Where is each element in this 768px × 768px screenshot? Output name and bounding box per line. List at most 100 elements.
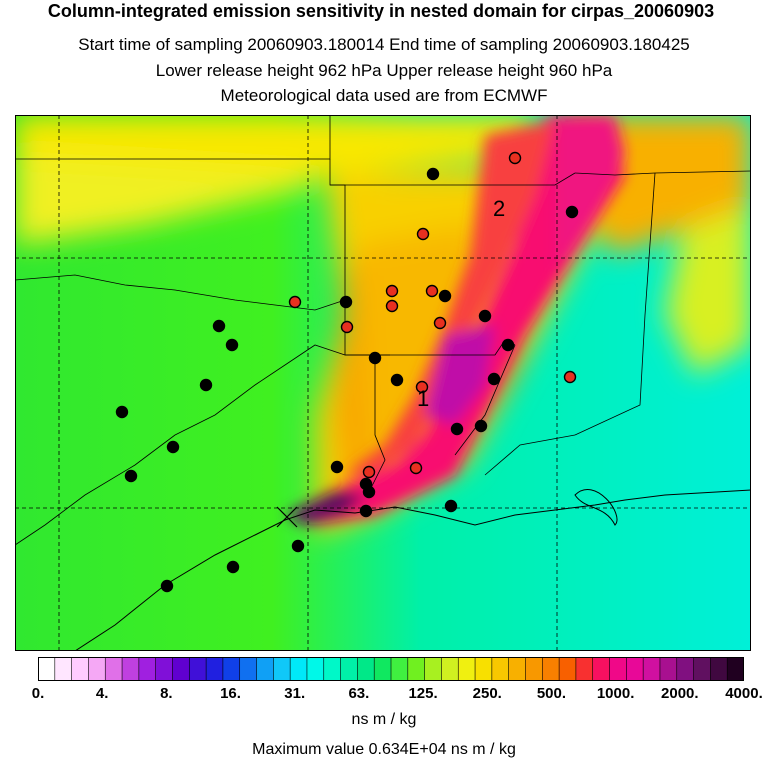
- colorbar-cell: [121, 657, 140, 681]
- cluster-label-1: 1: [417, 386, 429, 411]
- colorbar-tick-label: 125.: [408, 685, 438, 702]
- trajectory-point: [385, 299, 399, 313]
- trajectory-point: [362, 485, 376, 499]
- trajectory-point: [478, 309, 492, 323]
- colorbar-cell: [273, 657, 291, 681]
- trajectory-point: [487, 372, 501, 386]
- colorbar-cell: [491, 657, 510, 681]
- colorbar-cell: [138, 657, 157, 681]
- colorbar-cell: [54, 657, 73, 681]
- colorbar-cell: [575, 657, 594, 681]
- trajectory-point: [288, 295, 302, 309]
- colorbar-cell: [474, 657, 493, 681]
- trajectory-point: [359, 504, 373, 518]
- trajectory-point: [124, 469, 138, 483]
- trajectory-point: [565, 205, 579, 219]
- colorbar-cell: [407, 657, 426, 681]
- colorbar-tick-label: 4000.: [725, 685, 763, 702]
- trajectory-point: [563, 370, 577, 384]
- colorbar-tick-label: 63.: [348, 685, 370, 702]
- trajectory-point: [226, 560, 240, 574]
- colorbar-cell: [525, 657, 544, 681]
- colorbar-cell: [306, 657, 325, 681]
- trajectory-point: [415, 380, 429, 394]
- colorbar-cell: [188, 657, 207, 681]
- colorbar-cell: [71, 657, 90, 681]
- trajectory-point: [474, 419, 488, 433]
- trajectory-point: [160, 579, 174, 593]
- colorbar-cell: [340, 657, 359, 681]
- trajectory-point: [339, 295, 353, 309]
- colorbar-cell: [457, 657, 476, 681]
- colorbar-cell: [38, 657, 56, 681]
- colorbar-units: ns m / kg: [351, 711, 417, 728]
- trajectory-point: [438, 289, 452, 303]
- colorbar-cell: [323, 657, 342, 681]
- colorbar-cell: [541, 657, 560, 681]
- release-heights: Lower release height 962 hPa Upper relea…: [155, 61, 613, 80]
- colorbar-cell: [424, 657, 443, 681]
- colorbar-tick-label: 0.: [31, 685, 45, 702]
- colorbar-cell: [155, 657, 174, 681]
- cluster-label-2: 2: [493, 196, 505, 221]
- colorbar-tick-label: 1000.: [596, 685, 635, 702]
- max-value: Maximum value 0.634E+04 ns m / kg: [252, 741, 516, 758]
- colorbar-cell: [205, 657, 224, 681]
- trajectory-point: [501, 338, 515, 352]
- met-data-source: Meteorological data used are from ECMWF: [220, 86, 548, 105]
- colorbar-tick-label: 500.: [536, 685, 567, 702]
- colorbar: [38, 657, 744, 681]
- trajectory-point: [444, 499, 458, 513]
- colorbar-cell: [239, 657, 258, 681]
- trajectory-point: [225, 338, 239, 352]
- trajectory-point: [508, 151, 522, 165]
- colorbar-cell: [256, 657, 275, 681]
- colorbar-cell: [357, 657, 375, 681]
- release-site-marker: [276, 506, 298, 528]
- trajectory-point: [409, 461, 423, 475]
- colorbar-cell: [659, 657, 678, 681]
- trajectory-point: [166, 440, 180, 454]
- colorbar-cell: [609, 657, 628, 681]
- colorbar-cell: [558, 657, 577, 681]
- colorbar-cell: [172, 657, 191, 681]
- trajectory-point: [450, 422, 464, 436]
- sensitivity-plume-core: [285, 115, 625, 525]
- trajectory-point: [340, 320, 354, 334]
- colorbar-cell: [592, 657, 611, 681]
- colorbar-cell: [710, 657, 728, 681]
- colorbar-cell: [104, 657, 123, 681]
- colorbar-tick-label: 2000.: [661, 685, 699, 702]
- trajectory-point: [212, 319, 226, 333]
- colorbar-tick-label: 16.: [220, 685, 241, 702]
- trajectory-points: [115, 151, 579, 593]
- trajectory-point: [426, 167, 440, 181]
- trajectory-point: [390, 373, 404, 387]
- trajectory-point: [385, 284, 399, 298]
- coastline: [74, 488, 751, 651]
- colorbar-cell: [508, 657, 527, 681]
- colorbar-cell: [88, 657, 107, 681]
- trajectory-point: [199, 378, 213, 392]
- sensitivity-map: 1 2: [15, 115, 751, 651]
- colorbar-cell: [642, 657, 661, 681]
- trajectory-point: [362, 465, 376, 479]
- trajectory-point: [433, 316, 447, 330]
- map-frame: [15, 115, 751, 651]
- sampling-times: Start time of sampling 20060903.180014 E…: [78, 35, 690, 54]
- trajectory-point: [425, 284, 439, 298]
- colorbar-cell: [726, 657, 744, 681]
- trajectory-point: [330, 460, 344, 474]
- colorbar-cell: [693, 657, 712, 681]
- colorbar-tick-label: 8.: [160, 685, 173, 702]
- colorbar-cell: [390, 657, 409, 681]
- trajectory-point: [115, 405, 129, 419]
- colorbar-cell: [441, 657, 460, 681]
- colorbar-cell: [373, 657, 392, 681]
- colorbar-tick-label: 250.: [472, 685, 502, 702]
- colorbar-tick-label: 4.: [95, 685, 109, 702]
- trajectory-point: [291, 539, 305, 553]
- trajectory-point: [368, 351, 382, 365]
- colorbar-cell: [222, 657, 241, 681]
- colorbar-cell: [626, 657, 644, 681]
